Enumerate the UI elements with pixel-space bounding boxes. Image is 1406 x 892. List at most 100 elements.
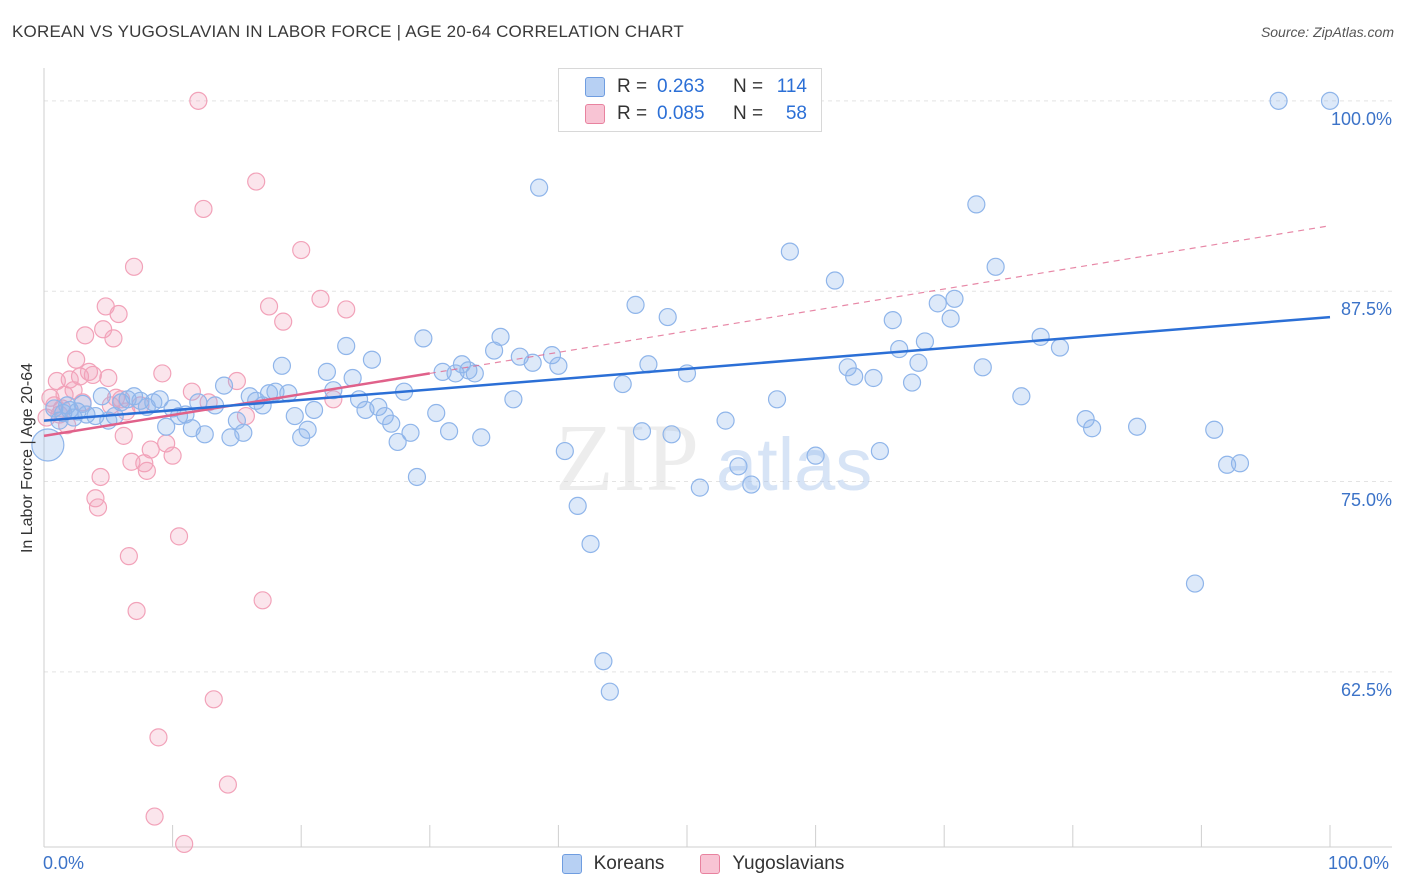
korean-point-8 bbox=[73, 394, 92, 413]
yugoslavians-swatch bbox=[700, 854, 721, 874]
korean-point-74 bbox=[549, 356, 568, 375]
yugoslavian-point-56 bbox=[292, 240, 311, 260]
r-value: 0.085 bbox=[657, 103, 705, 124]
korean-point-57 bbox=[407, 467, 427, 487]
y-tick-label-2: 75.0% bbox=[1340, 489, 1392, 510]
korean-point-52 bbox=[375, 406, 394, 426]
yugoslavian-point-48 bbox=[204, 690, 223, 709]
korean-trend-line bbox=[43, 315, 1331, 422]
korean-point-32 bbox=[234, 423, 253, 442]
legend-item-koreans[interactable]: Koreans bbox=[561, 853, 664, 875]
korean-point-42 bbox=[298, 420, 317, 439]
legend-item-yugoslavians[interactable]: Yugoslavians bbox=[700, 853, 844, 875]
yugoslavian-point-10 bbox=[67, 350, 86, 369]
yugoslavian-point-53 bbox=[253, 591, 272, 610]
korean-point-69 bbox=[504, 390, 523, 409]
n-value: 58 bbox=[785, 103, 807, 124]
chart-title: KOREAN VS YUGOSLAVIAN IN LABOR FORCE | A… bbox=[12, 22, 684, 41]
korean-point-21 bbox=[157, 417, 176, 436]
y-tick-label-1: 87.5% bbox=[1340, 299, 1392, 320]
stats-row-yugoslavians: R = 0.085 N = 58 bbox=[585, 102, 807, 126]
yugoslavian-point-25 bbox=[109, 304, 128, 324]
chart-source: Source: ZipAtlas.com bbox=[1260, 24, 1394, 40]
x-tick-0: 0.0% bbox=[43, 853, 85, 873]
yugoslavian-point-23 bbox=[104, 329, 123, 348]
korean-point-11 bbox=[92, 387, 111, 406]
korean-point-100 bbox=[883, 311, 902, 330]
yugoslavian-point-36 bbox=[141, 440, 160, 459]
stats-row-koreans: R = 0.263 N = 114 bbox=[585, 75, 807, 99]
yugoslavian-point-41 bbox=[163, 446, 182, 465]
r-value: 0.263 bbox=[657, 76, 705, 97]
yugoslavian-point-21 bbox=[99, 368, 118, 388]
korean-point-59 bbox=[427, 403, 446, 423]
korean-point-95 bbox=[825, 271, 844, 290]
korean-point-101 bbox=[890, 339, 909, 359]
korean-point-40 bbox=[285, 406, 304, 426]
korean-point-89 bbox=[729, 457, 748, 476]
yugoslavian-point-27 bbox=[114, 426, 133, 445]
korean-point-115 bbox=[1082, 419, 1102, 438]
yugoslavian-point-49 bbox=[218, 775, 237, 794]
korean-point-88 bbox=[716, 411, 735, 430]
yugoslavian-point-13 bbox=[76, 326, 95, 345]
korean-point-20 bbox=[150, 390, 169, 409]
korean-point-112 bbox=[1031, 327, 1050, 346]
korean-point-43 bbox=[304, 400, 324, 420]
n-value: 114 bbox=[776, 76, 807, 97]
yugoslavian-point-45 bbox=[189, 91, 208, 110]
korean-point-39 bbox=[279, 384, 298, 403]
watermark: ZIP atlas bbox=[555, 404, 872, 511]
korean-point-102 bbox=[902, 373, 922, 392]
yugoslavian-point-32 bbox=[127, 601, 146, 621]
korean-point-109 bbox=[973, 358, 992, 377]
korean-point-116 bbox=[1127, 417, 1147, 436]
yugoslavian-point-43 bbox=[175, 834, 194, 854]
yugoslavian-point-37 bbox=[145, 807, 164, 826]
korean-point-121 bbox=[1269, 91, 1288, 110]
korean-point-61 bbox=[439, 422, 459, 441]
yugoslavian-point-39 bbox=[153, 364, 172, 383]
yugoslavian-point-54 bbox=[259, 297, 279, 316]
yugoslavian-point-19 bbox=[94, 320, 113, 339]
korean-point-108 bbox=[967, 195, 986, 214]
n-label: N = bbox=[733, 76, 764, 97]
korean-point-110 bbox=[986, 257, 1005, 276]
korean-point-0 bbox=[31, 428, 65, 462]
yugoslavians-swatch bbox=[585, 104, 605, 124]
yugoslavian-point-17 bbox=[88, 498, 108, 517]
series-legend: Koreans Yugoslavians bbox=[0, 852, 1406, 876]
korean-point-78 bbox=[594, 652, 613, 671]
korean-point-65 bbox=[465, 364, 484, 383]
korean-point-92 bbox=[780, 242, 799, 261]
korean-point-117 bbox=[1185, 574, 1205, 593]
axes bbox=[43, 68, 1392, 848]
korean-point-56 bbox=[401, 423, 420, 442]
korean-point-84 bbox=[658, 307, 677, 327]
korean-point-81 bbox=[626, 295, 645, 314]
yugoslavian-point-44 bbox=[182, 382, 201, 401]
trend-lines bbox=[43, 225, 1331, 438]
y-tick-label-0: 100.0% bbox=[1330, 108, 1392, 129]
n-label: N = bbox=[733, 103, 764, 124]
korean-point-105 bbox=[928, 294, 947, 313]
x-tick-100: 100.0% bbox=[1328, 853, 1390, 873]
koreans-points bbox=[31, 91, 1340, 701]
yugoslavian-point-59 bbox=[337, 300, 356, 319]
korean-point-104 bbox=[915, 332, 935, 351]
korean-point-96 bbox=[838, 358, 857, 377]
korean-point-29 bbox=[214, 376, 234, 395]
korean-point-118 bbox=[1205, 420, 1224, 439]
legend-label-yugoslavians: Yugoslavians bbox=[732, 853, 845, 874]
stats-legend: R = 0.263 N = 114 R = 0.085 N = 58 bbox=[558, 68, 822, 132]
korean-point-90 bbox=[742, 475, 761, 494]
korean-point-76 bbox=[568, 496, 587, 515]
korean-point-114 bbox=[1076, 410, 1095, 429]
koreans-swatch bbox=[585, 77, 605, 97]
yugoslavian-point-18 bbox=[91, 467, 110, 487]
korean-point-113 bbox=[1050, 338, 1070, 357]
korean-point-58 bbox=[414, 329, 433, 348]
korean-point-91 bbox=[767, 390, 787, 409]
yugoslavian-point-31 bbox=[124, 257, 144, 276]
